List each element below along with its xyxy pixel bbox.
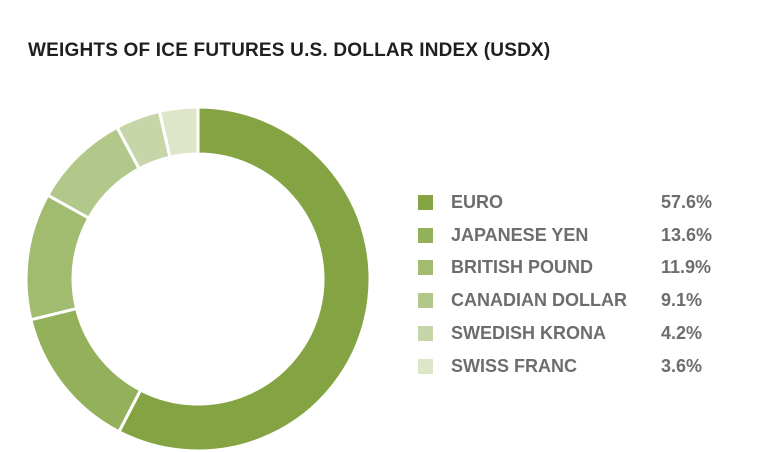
chart-title: WEIGHTS OF ICE FUTURES U.S. DOLLAR INDEX… — [28, 40, 551, 61]
legend-value: 9.1% — [661, 290, 703, 311]
legend-swatch — [418, 358, 433, 374]
legend-label: CANADIAN DOLLAR — [451, 290, 627, 311]
legend-value: 3.6% — [661, 355, 703, 376]
legend-item-swiss-franc: SWISS FRANC 3.6% — [418, 350, 738, 383]
legend-value: 13.6% — [661, 224, 713, 245]
legend-label: BRITISH POUND — [451, 257, 594, 278]
donut-slice-euro — [116, 105, 372, 452]
legend-swatch — [418, 326, 433, 342]
legend-value: 4.2% — [661, 323, 703, 344]
legend-swatch — [418, 227, 433, 243]
donut-slice-japanese-yen — [29, 306, 143, 434]
legend-item-japanese-yen: JAPANESE YEN 13.6% — [418, 219, 738, 252]
legend-item-euro: EURO 57.6% — [418, 186, 738, 219]
legend-swatch — [418, 260, 433, 276]
legend-label: SWEDISH KRONA — [451, 323, 607, 344]
legend-value: 11.9% — [661, 257, 712, 278]
legend-label: JAPANESE YEN — [451, 224, 589, 245]
legend-label: EURO — [451, 191, 504, 212]
legend: EURO 57.6% JAPANESE YEN 13.6% BRITISH PO… — [418, 186, 738, 383]
legend-item-swedish-krona: SWEDISH KRONA 4.2% — [418, 317, 738, 350]
legend-item-canadian-dollar: CANADIAN DOLLAR 9.1% — [418, 284, 738, 317]
legend-value: 57.6% — [661, 191, 713, 212]
legend-swatch — [418, 194, 433, 210]
legend-label: SWISS FRANC — [451, 355, 577, 376]
donut-slice-swiss-franc — [157, 105, 200, 159]
legend-item-british-pound: BRITISH POUND 11.9% — [418, 252, 738, 285]
legend-swatch — [418, 293, 433, 309]
donut-chart — [24, 105, 372, 452]
